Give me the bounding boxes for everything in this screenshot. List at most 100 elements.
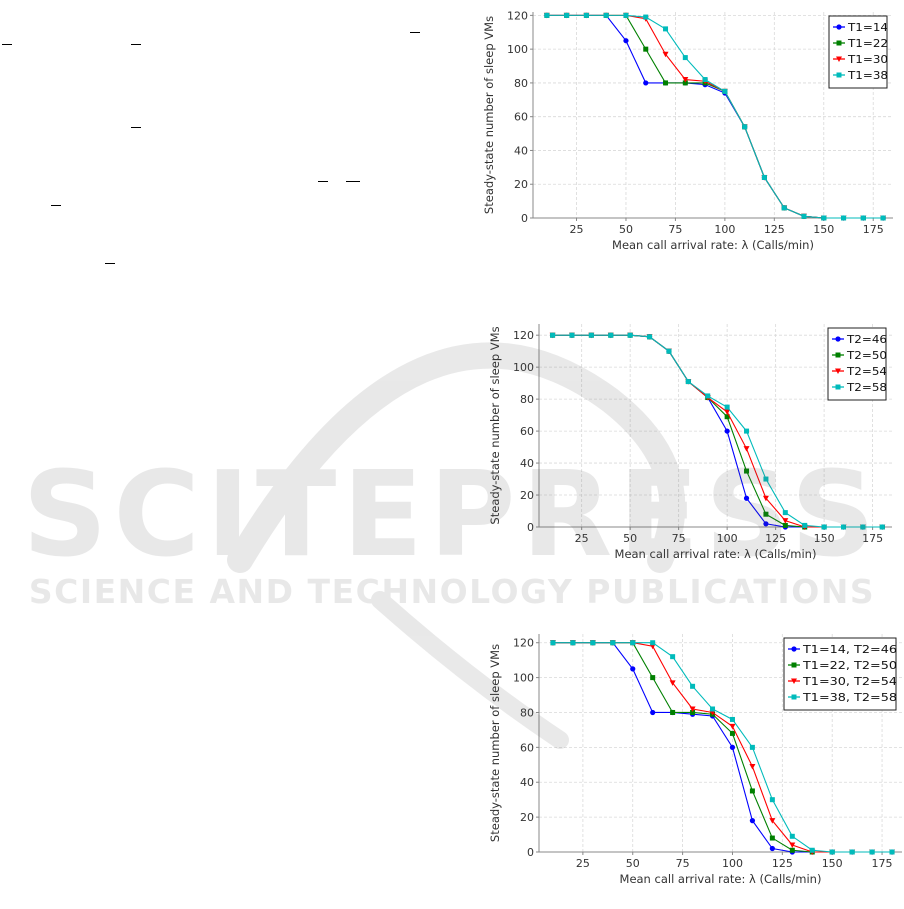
- data-point: [669, 680, 676, 686]
- data-point: [860, 215, 866, 221]
- legend-swatch-marker: [791, 646, 797, 652]
- data-point: [789, 833, 795, 839]
- clipped-text-fragment: [410, 32, 420, 33]
- data-point: [722, 88, 728, 94]
- y-tick-label: 40: [520, 776, 534, 789]
- legend-swatch-marker: [835, 384, 841, 390]
- legend-label: T1=22: [847, 38, 888, 50]
- y-tick-label: 40: [514, 144, 528, 157]
- data-point: [743, 495, 750, 501]
- legend: T2=46 T2=50 T2=54 T2=58: [827, 327, 887, 401]
- y-tick-label: 120: [513, 329, 534, 342]
- x-tick-label: 150: [822, 857, 843, 870]
- data-point: [761, 174, 767, 180]
- data-point: [682, 80, 688, 86]
- data-point: [821, 524, 827, 530]
- data-point: [588, 332, 594, 338]
- x-axis-label: Mean call arrival rate: λ (Calls/min): [615, 547, 817, 561]
- data-point: [570, 640, 576, 646]
- y-tick-label: 0: [521, 212, 528, 225]
- x-tick-label: 100: [714, 223, 735, 236]
- data-point: [670, 654, 676, 660]
- data-point: [821, 215, 827, 221]
- data-point: [643, 14, 649, 20]
- clipped-text-fragment: [105, 263, 115, 264]
- x-tick-label: 175: [872, 857, 893, 870]
- legend-swatch-marker: [791, 662, 797, 668]
- data-point: [702, 77, 708, 83]
- x-tick-label: 50: [626, 857, 640, 870]
- legend-label: T1=14: [847, 22, 888, 34]
- legend: T1=14 T1=22 T1=30 T1=38: [828, 15, 888, 89]
- x-tick-label: 75: [672, 532, 686, 545]
- y-tick-label: 80: [520, 393, 534, 406]
- x-tick-label: 125: [772, 857, 793, 870]
- data-point: [749, 744, 755, 750]
- data-point: [729, 744, 736, 750]
- watermark: SCITEPRESS SCIENCE AND TECHNOLOGY PUBLIC…: [22, 342, 881, 749]
- data-point: [829, 849, 835, 855]
- data-point: [650, 709, 656, 716]
- data-point: [643, 46, 649, 52]
- legend-label: T1=22, T2=50: [802, 660, 897, 672]
- data-point: [682, 55, 688, 61]
- y-axis-label: Steady-state number of sleep VMs: [488, 326, 502, 524]
- x-tick-label: 125: [764, 223, 785, 236]
- data-point: [724, 404, 730, 410]
- data-point: [769, 845, 775, 852]
- data-point: [550, 640, 556, 646]
- clipped-text-fragment: [131, 44, 141, 45]
- data-point: [729, 723, 736, 730]
- data-point: [749, 818, 756, 824]
- data-point: [782, 522, 788, 528]
- y-tick-label: 120: [513, 637, 534, 650]
- x-axis-label: Mean call arrival rate: λ (Calls/min): [612, 238, 814, 252]
- x-tick-label: 100: [722, 857, 743, 870]
- data-point: [666, 348, 672, 354]
- data-point: [889, 849, 895, 855]
- data-point: [643, 80, 649, 86]
- y-tick-label: 80: [520, 706, 534, 719]
- x-tick-label: 75: [676, 857, 690, 870]
- x-tick-label: 50: [619, 223, 633, 236]
- x-tick-label: 175: [863, 223, 884, 236]
- watermark-brand: SCITEPRESS: [22, 445, 881, 583]
- data-point: [630, 640, 636, 646]
- y-tick-label: 100: [513, 672, 534, 685]
- data-point: [608, 332, 614, 338]
- clipped-text-fragment: [51, 205, 61, 206]
- legend-swatch-marker: [791, 678, 797, 684]
- y-tick-label: 60: [520, 425, 534, 438]
- data-point: [662, 51, 669, 58]
- data-point: [860, 524, 866, 530]
- watermark-tagline: SCIENCE AND TECHNOLOGY PUBLICATIONS: [29, 572, 875, 611]
- data-point: [685, 379, 691, 385]
- clipped-text-fragment: [2, 44, 12, 45]
- legend-label: T1=30: [847, 54, 888, 66]
- data-point: [743, 446, 750, 452]
- legend: T1=14, T2=46 T1=22, T2=50 T1=30, T2=54 T1=3…: [783, 637, 897, 711]
- data-point: [705, 393, 711, 399]
- data-point: [841, 524, 847, 530]
- data-point: [630, 666, 636, 672]
- data-point: [724, 414, 730, 420]
- legend-label: T1=38, T2=58: [802, 692, 897, 704]
- data-point: [689, 706, 696, 712]
- data-point: [670, 709, 676, 715]
- data-point: [663, 80, 669, 86]
- data-point: [781, 205, 787, 211]
- data-point: [729, 716, 735, 722]
- x-tick-label: 150: [813, 223, 834, 236]
- data-point: [749, 788, 755, 794]
- chart-3: 25 50 75 100 125 150 175 0 20 40 60 80 100 120 Mean ca…: [488, 634, 902, 886]
- data-point: [762, 495, 769, 502]
- data-point: [809, 847, 815, 853]
- chart-1: 25 50 75 100 125 150 175 0 20 40 60 80 100 120 Mean ca…: [482, 9, 893, 252]
- y-axis-label: Steady-state number of sleep VMs: [482, 16, 496, 214]
- clipped-text-fragment: [346, 181, 360, 182]
- series-4: [550, 640, 895, 855]
- data-point: [690, 709, 696, 715]
- y-tick-label: 20: [514, 178, 528, 191]
- data-point: [869, 849, 875, 855]
